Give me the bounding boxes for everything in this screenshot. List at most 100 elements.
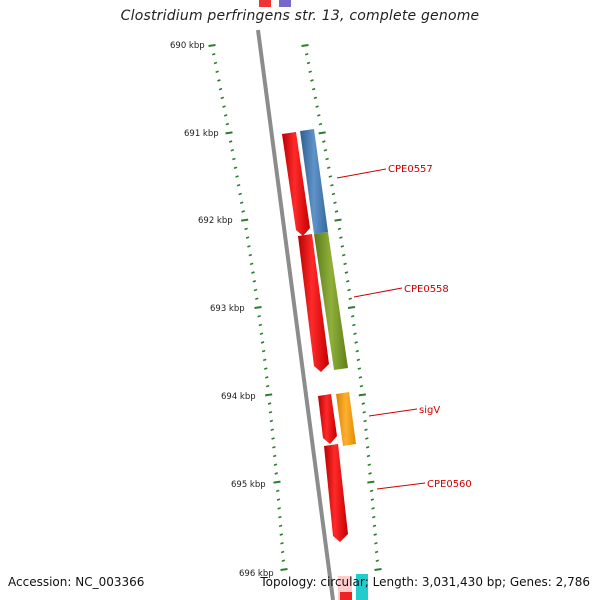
- minor-tick-mark: [270, 428, 274, 432]
- gene-block-cpe0558: [314, 232, 348, 370]
- minor-tick-mark: [235, 175, 239, 178]
- minor-tick-mark: [341, 253, 346, 257]
- minor-tick-mark: [277, 507, 281, 510]
- minor-tick-mark: [263, 367, 268, 370]
- minor-tick-mark: [374, 542, 378, 545]
- tick-label-694: 694 kbp: [221, 392, 256, 402]
- minor-tick-mark: [366, 454, 371, 458]
- minor-tick-mark: [354, 341, 358, 344]
- tick-label-696: 696 kbp: [239, 569, 274, 579]
- minor-tick-mark: [362, 411, 366, 414]
- major-tick-mark: [334, 218, 342, 222]
- minor-tick-mark: [255, 297, 259, 301]
- minor-tick-mark: [365, 437, 369, 440]
- minor-tick-mark: [280, 550, 285, 554]
- minor-tick-mark: [339, 236, 343, 239]
- minor-tick-mark: [244, 227, 248, 231]
- gene-label-cpe0558-group: CPE0558: [353, 284, 449, 298]
- minor-tick-mark: [260, 341, 265, 344]
- minor-tick-mark: [278, 515, 282, 519]
- minor-tick-mark: [363, 419, 367, 423]
- minor-tick-mark: [228, 140, 233, 143]
- minor-tick-mark: [365, 445, 370, 449]
- minor-tick-mark: [264, 376, 269, 379]
- minor-tick-mark: [352, 323, 356, 327]
- minor-tick-mark: [313, 96, 318, 100]
- minor-tick-mark: [274, 472, 278, 475]
- minor-tick-mark: [333, 201, 337, 204]
- gene-label-cpe0560: CPE0560: [427, 479, 472, 490]
- tick-label-692: 692 kbp: [198, 216, 233, 226]
- major-tick-mark: [273, 480, 281, 484]
- genome-title: Clostridium perfringens str. 13, complet…: [120, 8, 480, 24]
- minor-tick-mark: [220, 96, 225, 100]
- minor-tick-mark: [232, 157, 236, 161]
- minor-tick-mark: [281, 559, 286, 563]
- partial-gene-top-purple: [279, 0, 291, 7]
- major-tick-mark: [225, 131, 233, 135]
- major-tick-mark: [374, 568, 382, 571]
- major-tick-mark: [208, 44, 216, 47]
- minor-tick-mark: [323, 149, 328, 152]
- minor-tick-mark: [217, 79, 221, 82]
- minor-tick-mark: [340, 245, 345, 248]
- major-tick-mark: [254, 306, 262, 309]
- minor-tick-mark: [241, 210, 245, 213]
- minor-tick-mark: [328, 175, 333, 178]
- minor-tick-mark: [375, 559, 380, 563]
- partial-gene-top-red: [259, 0, 271, 7]
- minor-tick-mark: [278, 524, 283, 528]
- minor-tick-mark: [259, 332, 264, 335]
- minor-tick-mark: [215, 70, 219, 73]
- minor-tick-mark: [344, 271, 349, 274]
- minor-tick-mark: [238, 192, 242, 196]
- tick-label-695: 695 kbp: [231, 480, 266, 490]
- gene-label-sigv-group: sigV: [368, 405, 440, 417]
- minor-tick-mark: [367, 463, 372, 466]
- inner-tick-track: [208, 44, 288, 571]
- minor-tick-mark: [373, 533, 377, 536]
- major-tick-mark: [280, 568, 288, 571]
- minor-tick-mark: [361, 402, 366, 405]
- minor-tick-mark: [370, 498, 375, 501]
- minor-tick-mark: [257, 314, 261, 318]
- gene-label-cpe0557-group: CPE0557: [336, 164, 433, 179]
- tick-label-690: 690 kbp: [170, 41, 205, 51]
- gene-label-cpe0560-group: CPE0560: [376, 479, 472, 490]
- major-tick-mark: [358, 393, 366, 397]
- minor-tick-mark: [353, 332, 357, 335]
- minus-strand-gene-4: [324, 444, 348, 542]
- minor-tick-mark: [275, 489, 280, 493]
- minor-tick-mark: [368, 472, 372, 475]
- minor-tick-mark: [310, 79, 314, 82]
- minor-tick-mark: [374, 550, 379, 554]
- minor-tick-mark: [364, 428, 368, 432]
- minor-tick-mark: [347, 288, 351, 292]
- major-tick-mark: [301, 44, 309, 47]
- minor-tick-mark: [271, 437, 275, 440]
- minor-tick-mark: [230, 149, 235, 152]
- tick-label-693: 693 kbp: [210, 304, 245, 314]
- minor-tick-mark: [359, 384, 364, 388]
- minor-tick-mark: [304, 52, 309, 56]
- minor-tick-mark: [258, 323, 263, 327]
- minor-tick-mark: [318, 122, 323, 126]
- minor-tick-mark: [239, 201, 244, 204]
- gene-label-sigv: sigV: [419, 405, 440, 416]
- minor-tick-mark: [355, 349, 359, 353]
- gene-block-cpe0557: [300, 129, 328, 234]
- partial-gene-bottom-red: [340, 592, 352, 600]
- major-tick-mark: [241, 218, 249, 222]
- minor-tick-mark: [262, 358, 267, 362]
- minor-tick-mark: [268, 411, 273, 414]
- minor-tick-mark: [233, 166, 238, 170]
- partial-gene-bottom-cyan: [356, 574, 368, 600]
- minor-tick-mark: [369, 489, 374, 493]
- minor-tick-mark: [343, 262, 347, 266]
- minor-tick-mark: [213, 61, 218, 65]
- minor-tick-mark: [337, 227, 342, 231]
- minor-tick-mark: [280, 542, 284, 545]
- minor-tick-mark: [265, 384, 270, 388]
- minor-tick-mark: [253, 288, 258, 292]
